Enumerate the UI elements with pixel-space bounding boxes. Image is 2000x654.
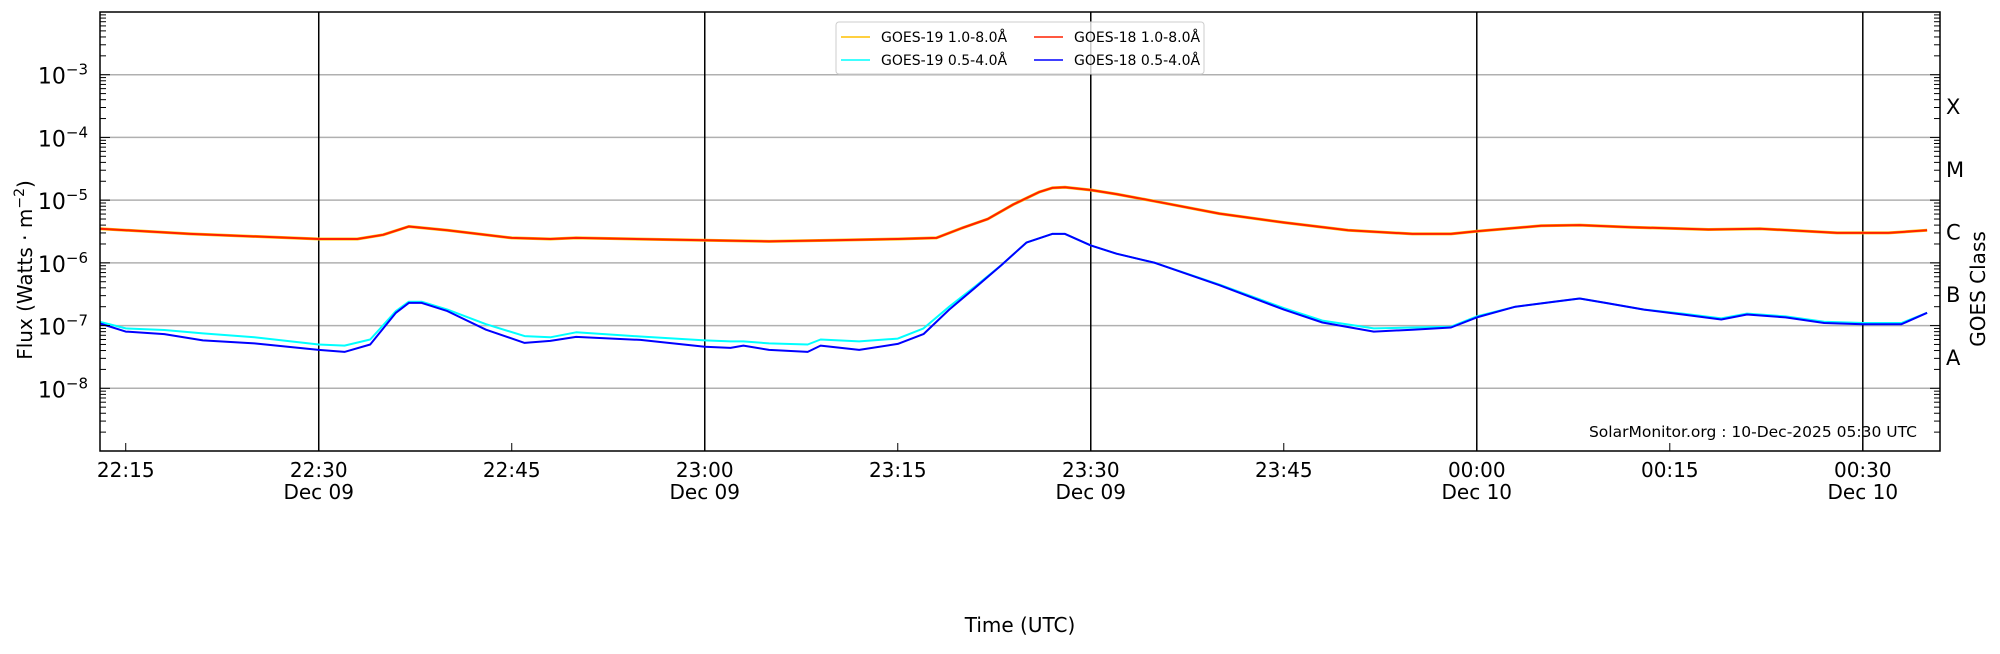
goes-class-m: M <box>1946 158 1964 182</box>
x-tick-date-label: Dec 09 <box>1056 480 1127 504</box>
goes-class-a: A <box>1946 346 1961 370</box>
x-tick-label: 22:45 <box>483 458 541 482</box>
x-tick-date-label: Dec 09 <box>283 480 354 504</box>
goes-class-x: X <box>1946 95 1960 119</box>
plot-frame <box>99 11 1941 452</box>
axis-ticks <box>100 14 1940 452</box>
series-line-goes-19-1-0-8-0- <box>99 185 1928 243</box>
right-axis-label: GOES Class <box>1966 231 1990 347</box>
goes-class-c: C <box>1946 221 1961 245</box>
series-lines <box>99 185 1928 353</box>
series-line-goes-19-0-5-4-0- <box>99 232 1928 347</box>
legend-entry: GOES-19 0.5-4.0Å <box>881 52 1007 69</box>
x-tick-label: 00:15 <box>1641 458 1699 482</box>
date-vertical-lines <box>317 12 1864 451</box>
y-tick-label: 10−8 <box>38 374 88 403</box>
watermark-annotation: SolarMonitor.org : 10-Dec-2025 05:30 UTC <box>1589 423 1917 441</box>
x-tick-label: 23:00 <box>676 458 734 482</box>
y-tick-label: 10−3 <box>38 61 88 90</box>
y-tick-label: 10−6 <box>38 249 88 278</box>
legend: GOES-19 1.0-8.0Å GOES-19 0.5-4.0Å GOES-18 … <box>835 21 1205 75</box>
legend-entry: GOES-19 1.0-8.0Å <box>881 29 1007 46</box>
y-tick-labels: 10−3 10−4 10−5 10−6 10−7 10−8 <box>38 61 88 404</box>
goes-class-labels: X M C B A <box>1946 95 1964 370</box>
goes-class-b: B <box>1946 283 1960 307</box>
x-tick-date-label: Dec 09 <box>669 480 740 504</box>
x-tick-label: 00:30 <box>1834 458 1892 482</box>
grid-lines <box>100 73 1940 390</box>
y-tick-label: 10−5 <box>38 186 88 215</box>
x-tick-date-label: Dec 10 <box>1442 480 1513 504</box>
y-tick-label: 10−7 <box>38 312 88 341</box>
series-line-goes-18-0-5-4-0- <box>99 232 1928 353</box>
y-tick-label: 10−4 <box>38 123 88 152</box>
x-tick-label: 22:15 <box>97 458 155 482</box>
x-tick-label: 23:45 <box>1255 458 1313 482</box>
x-tick-label: 23:30 <box>1062 458 1120 482</box>
series-line-goes-18-1-0-8-0- <box>99 186 1928 243</box>
x-tick-label: 23:15 <box>869 458 927 482</box>
y-axis-label: Flux (Watts · m−2) <box>12 180 37 360</box>
x-axis-label: Time (UTC) <box>964 613 1076 637</box>
legend-entry: GOES-18 1.0-8.0Å <box>1074 29 1200 46</box>
x-tick-date-label: Dec 10 <box>1828 480 1899 504</box>
x-tick-label: 22:30 <box>290 458 348 482</box>
x-tick-label: 00:00 <box>1448 458 1506 482</box>
legend-box <box>835 21 1205 75</box>
legend-entry: GOES-18 0.5-4.0Å <box>1074 52 1200 69</box>
